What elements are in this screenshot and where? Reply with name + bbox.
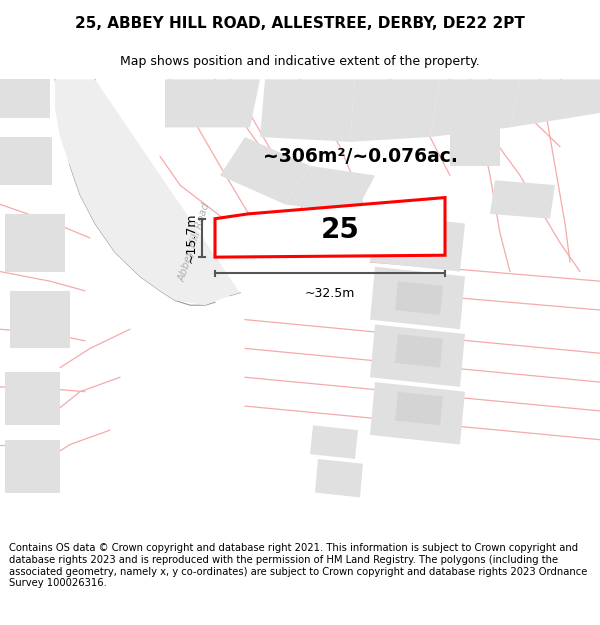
Text: Contains OS data © Crown copyright and database right 2021. This information is : Contains OS data © Crown copyright and d… [9, 544, 587, 588]
Polygon shape [55, 79, 240, 305]
Polygon shape [5, 214, 65, 271]
Polygon shape [395, 281, 443, 315]
Polygon shape [215, 198, 445, 257]
Text: 25: 25 [320, 216, 359, 244]
Polygon shape [395, 392, 443, 425]
Polygon shape [510, 79, 600, 128]
Polygon shape [285, 166, 375, 214]
Polygon shape [315, 459, 363, 498]
Polygon shape [220, 137, 310, 204]
Text: ~32.5m: ~32.5m [305, 287, 355, 300]
Polygon shape [370, 324, 465, 387]
Polygon shape [5, 372, 60, 425]
Text: 25, ABBEY HILL ROAD, ALLESTREE, DERBY, DE22 2PT: 25, ABBEY HILL ROAD, ALLESTREE, DERBY, D… [75, 16, 525, 31]
Polygon shape [370, 267, 465, 329]
Text: Abbey Hill Road: Abbey Hill Road [178, 202, 212, 284]
Text: ~306m²/~0.076ac.: ~306m²/~0.076ac. [263, 147, 457, 166]
Polygon shape [260, 79, 355, 142]
Polygon shape [395, 334, 443, 367]
Text: ~15.7m: ~15.7m [185, 213, 198, 263]
Polygon shape [5, 440, 60, 493]
Polygon shape [430, 79, 520, 137]
Polygon shape [370, 214, 465, 271]
Polygon shape [10, 291, 70, 349]
Text: Map shows position and indicative extent of the property.: Map shows position and indicative extent… [120, 54, 480, 68]
Polygon shape [350, 79, 440, 142]
Polygon shape [310, 425, 358, 459]
Polygon shape [0, 137, 52, 185]
Polygon shape [490, 180, 555, 219]
Polygon shape [165, 79, 260, 128]
Polygon shape [0, 79, 50, 118]
Polygon shape [450, 127, 500, 166]
Polygon shape [370, 382, 465, 444]
